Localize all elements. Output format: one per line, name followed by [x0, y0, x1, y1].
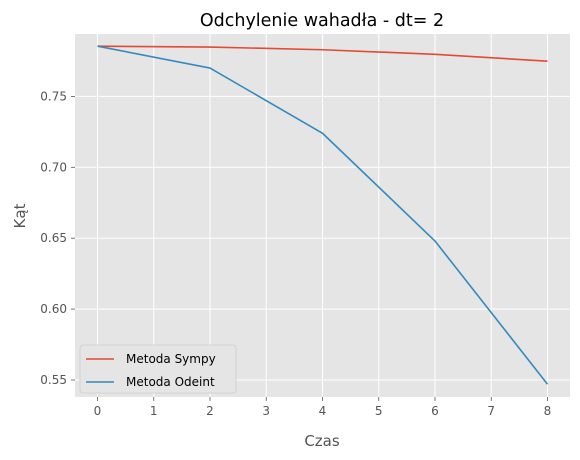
- y-tick-label: 0.70: [40, 160, 67, 174]
- y-tick-label: 0.65: [40, 231, 67, 245]
- chart-title: Odchylenie wahadła - dt= 2: [200, 11, 444, 31]
- x-tick-label: 4: [319, 404, 327, 418]
- y-tick-label: 0.55: [40, 373, 67, 387]
- y-tick-labels: 0.55 0.60 0.65 0.70 0.75: [40, 89, 75, 387]
- legend: Metoda Sympy Metoda Odeint: [79, 344, 237, 394]
- x-tick-label: 0: [94, 404, 102, 418]
- series-line-metoda-sympy: [97, 45, 548, 63]
- x-tick-label: 7: [487, 404, 495, 418]
- x-tick-label: 8: [544, 404, 552, 418]
- x-tick-label: 1: [150, 404, 158, 418]
- legend-label-odeint: Metoda Odeint: [126, 375, 215, 389]
- x-axis-title: Czas: [304, 432, 340, 450]
- legend-box: [79, 344, 237, 394]
- x-tick-labels: 0 1 2 3 4 5 6 7 8: [94, 397, 552, 418]
- series-lines: [97, 45, 549, 385]
- x-tick-label: 3: [262, 404, 270, 418]
- y-axis-title: Kąt: [11, 203, 29, 228]
- x-tick-label: 6: [431, 404, 439, 418]
- y-tick-label: 0.60: [40, 302, 67, 316]
- x-tick-label: 5: [375, 404, 383, 418]
- y-tick-label: 0.75: [40, 89, 67, 103]
- x-tick-label: 2: [206, 404, 214, 418]
- legend-label-sympy: Metoda Sympy: [126, 352, 216, 366]
- series-line-metoda-odeint: [97, 45, 549, 385]
